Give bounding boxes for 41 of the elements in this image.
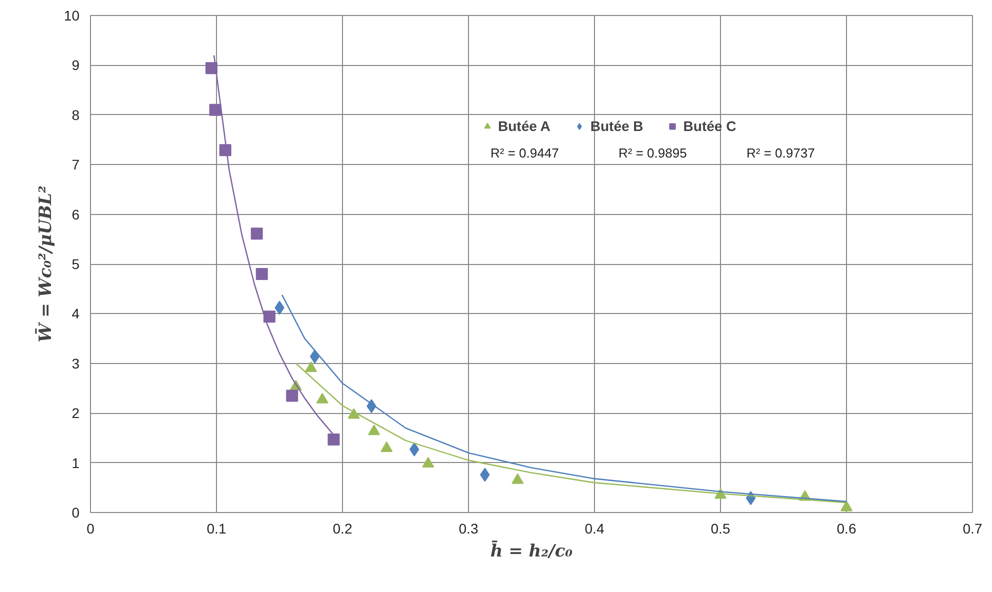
annotation: R² = 0.9447	[490, 146, 559, 160]
x-tick-label: 0.5	[710, 520, 730, 536]
x-tick-label: 0	[86, 520, 95, 536]
point	[205, 62, 218, 74]
y-tick-label: 1	[72, 454, 80, 471]
point	[263, 310, 276, 323]
y-tick-label: 8	[72, 106, 80, 123]
y-tick-label: 5	[72, 256, 80, 272]
x-tick-label: 0.4	[584, 520, 604, 536]
point	[256, 268, 268, 280]
annotation: R² = 0.9737	[746, 146, 815, 160]
x-tick-label: 0.2	[332, 520, 352, 536]
point	[348, 408, 360, 419]
y-tick-label: 10	[64, 8, 80, 24]
x-tick-label: 0.6	[836, 520, 856, 536]
point	[422, 456, 434, 468]
point	[286, 390, 298, 402]
point	[250, 228, 263, 240]
point	[328, 433, 340, 446]
y-tick-label: 4	[72, 306, 80, 322]
x-tick-label: 0.3	[458, 520, 478, 536]
point	[840, 500, 852, 512]
x-axis-title: h̄ = h₂/c₀	[490, 540, 574, 562]
point	[209, 104, 222, 116]
y-tick-label: 9	[72, 57, 80, 74]
y-tick-label: 3	[72, 355, 80, 372]
x-tick-label: 0.7	[962, 520, 982, 536]
annotation: R² = 0.9895	[618, 146, 687, 160]
point	[368, 424, 380, 436]
y-tick-label: 2	[72, 405, 80, 422]
y-axis-title: W̄ = Wc₀²/μUBL²	[34, 186, 56, 342]
point	[316, 392, 328, 404]
point	[512, 473, 524, 484]
y-tick-label: 7	[72, 156, 80, 173]
point	[380, 442, 393, 452]
y-tick-label: 6	[72, 206, 80, 222]
x-tick-label: 0.1	[206, 520, 226, 536]
legend-label: Butée A	[498, 118, 550, 134]
point	[305, 362, 317, 372]
point	[409, 442, 420, 456]
y-tick-label: 0	[72, 504, 80, 520]
